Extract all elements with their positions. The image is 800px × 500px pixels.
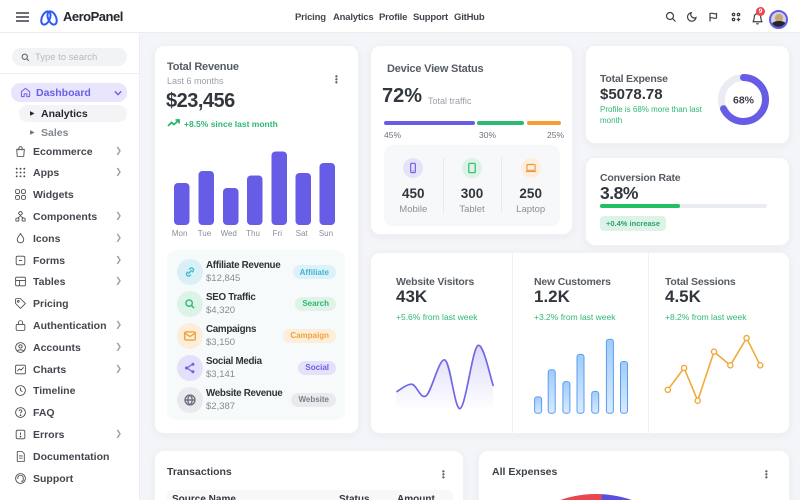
svg-text:68%: 68%: [733, 95, 755, 107]
